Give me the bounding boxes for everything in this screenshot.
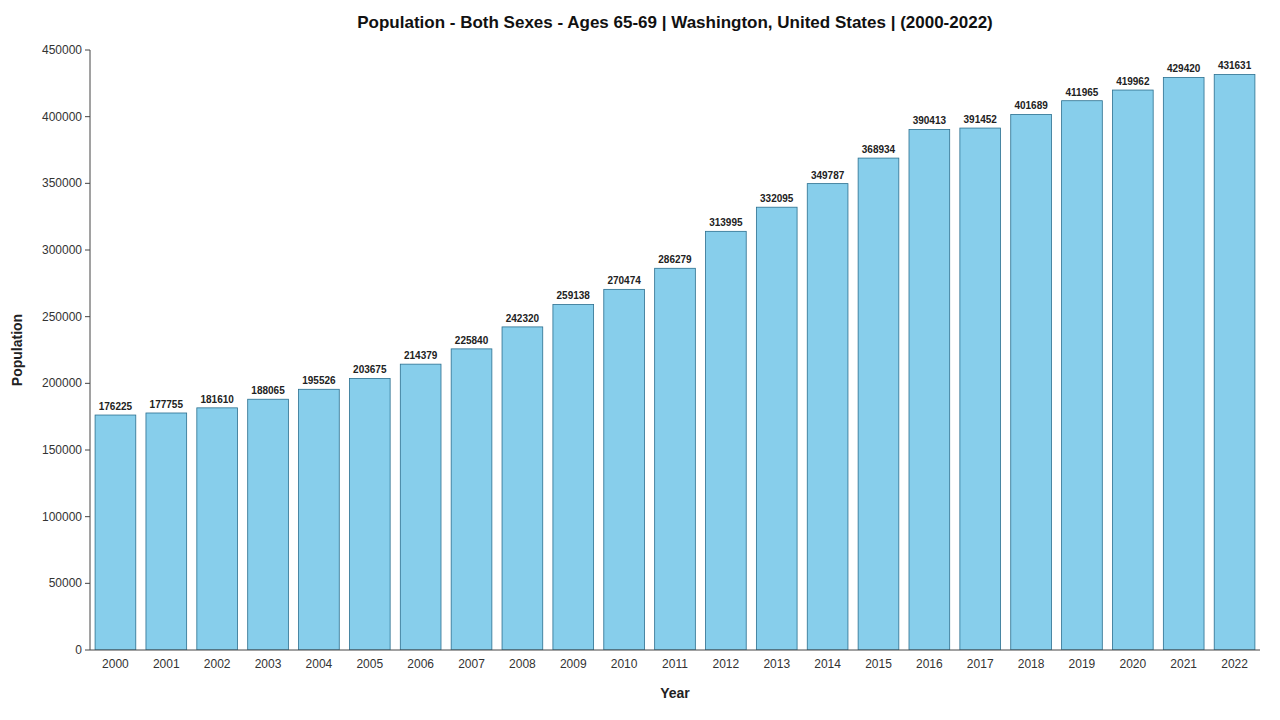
data-label: 181610	[200, 394, 234, 405]
bar	[502, 327, 543, 650]
y-tick-label: 50000	[49, 576, 83, 590]
chart-svg: 176225 177755 181610 188065 195526 203675 2143…	[0, 0, 1280, 720]
y-tick-label: 200000	[42, 376, 82, 390]
bar	[1062, 101, 1103, 650]
x-tick-label: 2010	[611, 657, 638, 671]
x-tick-label: 2009	[560, 657, 587, 671]
bar	[197, 408, 238, 650]
y-tick	[85, 50, 90, 51]
y-tick-label: 100000	[42, 510, 82, 524]
x-tick-label: 2011	[662, 657, 688, 671]
data-label: 401689	[1014, 100, 1048, 111]
y-tick-label: 250000	[42, 310, 82, 324]
data-label: 391452	[964, 114, 998, 125]
x-tick-label: 2012	[713, 657, 740, 671]
x-tick-label: 2016	[916, 657, 943, 671]
y-tick	[85, 250, 90, 251]
y-tick	[85, 583, 90, 584]
bars	[95, 74, 1255, 650]
bar	[1163, 77, 1204, 650]
data-label: 195526	[302, 375, 336, 386]
x-tick-label: 2019	[1069, 657, 1096, 671]
data-label: 225840	[455, 335, 489, 346]
y-tick-label: 450000	[42, 43, 82, 57]
data-label: 286279	[658, 254, 692, 265]
data-label: 431631	[1218, 60, 1252, 71]
x-tick-label: 2008	[509, 657, 536, 671]
data-label: 419962	[1116, 76, 1150, 87]
y-tick	[85, 450, 90, 451]
x-tick-label: 2004	[306, 657, 333, 671]
y-axis-line	[90, 50, 91, 650]
bar	[95, 415, 136, 650]
y-tick	[85, 383, 90, 384]
x-tick-label: 2005	[356, 657, 383, 671]
axes: 0 50000 100000 150000 200000 250000 300000 3500…	[42, 43, 1260, 671]
x-tick-label: 2003	[255, 657, 282, 671]
data-label: 259138	[557, 290, 591, 301]
x-tick-label: 2021	[1170, 657, 1197, 671]
data-label: 332095	[760, 193, 794, 204]
x-tick-label: 2015	[865, 657, 892, 671]
bar	[248, 399, 289, 650]
chart-container: 176225 177755 181610 188065 195526 203675 2143…	[0, 0, 1280, 720]
bar	[299, 389, 340, 650]
bar	[400, 364, 441, 650]
x-tick-label: 2013	[763, 657, 790, 671]
bar	[146, 413, 187, 650]
x-tick-label: 2017	[967, 657, 994, 671]
data-label: 429420	[1167, 63, 1201, 74]
x-axis-label: Year	[660, 685, 690, 701]
data-labels: 176225 177755 181610 188065 195526 203675 2143…	[99, 60, 1252, 412]
bar	[858, 158, 899, 650]
y-tick-label: 300000	[42, 243, 82, 257]
data-label: 203675	[353, 364, 387, 375]
bar	[960, 128, 1001, 650]
data-label: 177755	[150, 399, 184, 410]
data-label: 176225	[99, 401, 133, 412]
y-tick	[85, 316, 90, 317]
y-tick-label: 400000	[42, 110, 82, 124]
bar	[1214, 74, 1255, 650]
data-label: 390413	[913, 115, 947, 126]
x-tick-label: 2002	[204, 657, 231, 671]
y-tick-label: 0	[75, 643, 82, 657]
bar	[1011, 114, 1052, 650]
bar	[349, 378, 390, 650]
bar	[909, 129, 950, 650]
data-label: 242320	[506, 313, 540, 324]
bar	[553, 304, 594, 650]
x-tick-label: 2000	[102, 657, 129, 671]
bar	[655, 268, 696, 650]
data-label: 188065	[251, 385, 285, 396]
data-label: 411965	[1066, 87, 1099, 98]
x-axis-line	[90, 650, 1260, 651]
y-tick-label: 150000	[42, 443, 82, 457]
y-tick	[85, 183, 90, 184]
bar	[807, 184, 848, 650]
y-tick	[85, 516, 90, 517]
chart-title: Population - Both Sexes - Ages 65-69 | W…	[357, 13, 993, 32]
data-label: 349787	[811, 170, 845, 181]
x-tick-label: 2020	[1119, 657, 1146, 671]
y-tick-label: 350000	[42, 176, 82, 190]
y-axis-label: Population	[9, 314, 25, 386]
bar	[451, 349, 492, 650]
x-tick-label: 2007	[458, 657, 485, 671]
bar	[706, 231, 747, 650]
data-label: 270474	[607, 275, 641, 286]
x-tick-label: 2018	[1018, 657, 1045, 671]
bar	[604, 289, 645, 650]
data-label: 368934	[862, 144, 896, 155]
x-tick-label: 2022	[1221, 657, 1248, 671]
y-tick	[85, 116, 90, 117]
x-tick-label: 2006	[407, 657, 434, 671]
y-tick	[85, 650, 90, 651]
data-label: 313995	[709, 217, 743, 228]
data-label: 214379	[404, 350, 438, 361]
x-tick-label: 2014	[814, 657, 841, 671]
bar	[1112, 90, 1153, 650]
bar	[756, 207, 797, 650]
x-tick-label: 2001	[153, 657, 180, 671]
